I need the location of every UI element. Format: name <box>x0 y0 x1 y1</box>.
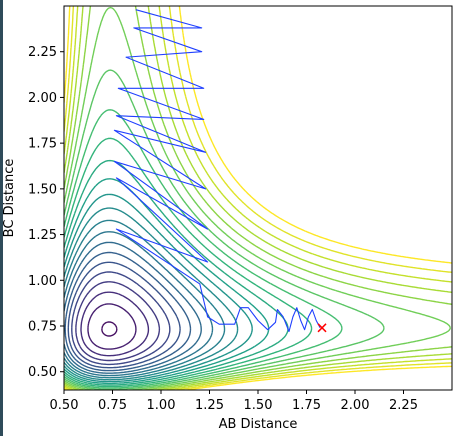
contour-level <box>64 241 202 374</box>
trajectory-line <box>113 9 321 333</box>
x-axis-label: AB Distance <box>219 417 298 432</box>
end-marker-x <box>317 323 327 333</box>
y-tick-label: 1.50 <box>28 182 57 197</box>
contour-level <box>64 69 385 390</box>
y-axis-label: BC Distance <box>2 159 17 238</box>
contour-level <box>64 6 452 390</box>
contour-level <box>64 207 239 381</box>
x-tick-label: 1.75 <box>292 398 321 413</box>
y-tick-label: 1.75 <box>28 137 57 152</box>
y-axis: 0.50 0.75 1.00 1.25 1.50 1.75 2.00 2.25 <box>28 45 64 380</box>
contour-level <box>64 6 452 390</box>
contour-level <box>64 109 343 389</box>
contour-level <box>101 321 118 337</box>
y-tick-label: 1.25 <box>28 228 57 243</box>
contour-level <box>75 281 161 362</box>
contour-level <box>87 303 137 350</box>
contour-level <box>64 251 192 372</box>
x-tick-label: 2.00 <box>341 398 370 413</box>
trajectory <box>113 9 321 333</box>
x-tick-label: 2.25 <box>389 398 418 413</box>
contour-level <box>64 159 289 386</box>
y-tick-label: 1.00 <box>28 274 57 289</box>
contour-level <box>64 6 451 390</box>
plot-area <box>64 6 452 390</box>
contour-level <box>64 6 452 390</box>
x-tick-label: 0.50 <box>50 398 79 413</box>
x-axis: 0.50 0.75 1.00 1.25 1.50 1.75 2.00 2.25 <box>50 390 418 413</box>
x-tick-label: 1.00 <box>147 398 176 413</box>
y-tick-label: 0.75 <box>28 320 57 335</box>
x-tick-label: 1.50 <box>244 398 273 413</box>
contour-level <box>71 271 171 366</box>
y-tick-label: 0.50 <box>28 365 57 380</box>
contour-level <box>64 6 452 390</box>
window-edge <box>0 0 3 436</box>
x-tick-label: 0.75 <box>98 398 127 413</box>
contour-level <box>64 6 452 390</box>
contour-level <box>80 291 150 357</box>
contour-level <box>64 231 214 377</box>
y-tick-label: 2.25 <box>28 45 57 60</box>
y-tick-label: 2.00 <box>28 91 57 106</box>
x-tick-label: 1.25 <box>195 398 224 413</box>
end-marker <box>317 323 327 333</box>
contour-level <box>67 261 181 369</box>
